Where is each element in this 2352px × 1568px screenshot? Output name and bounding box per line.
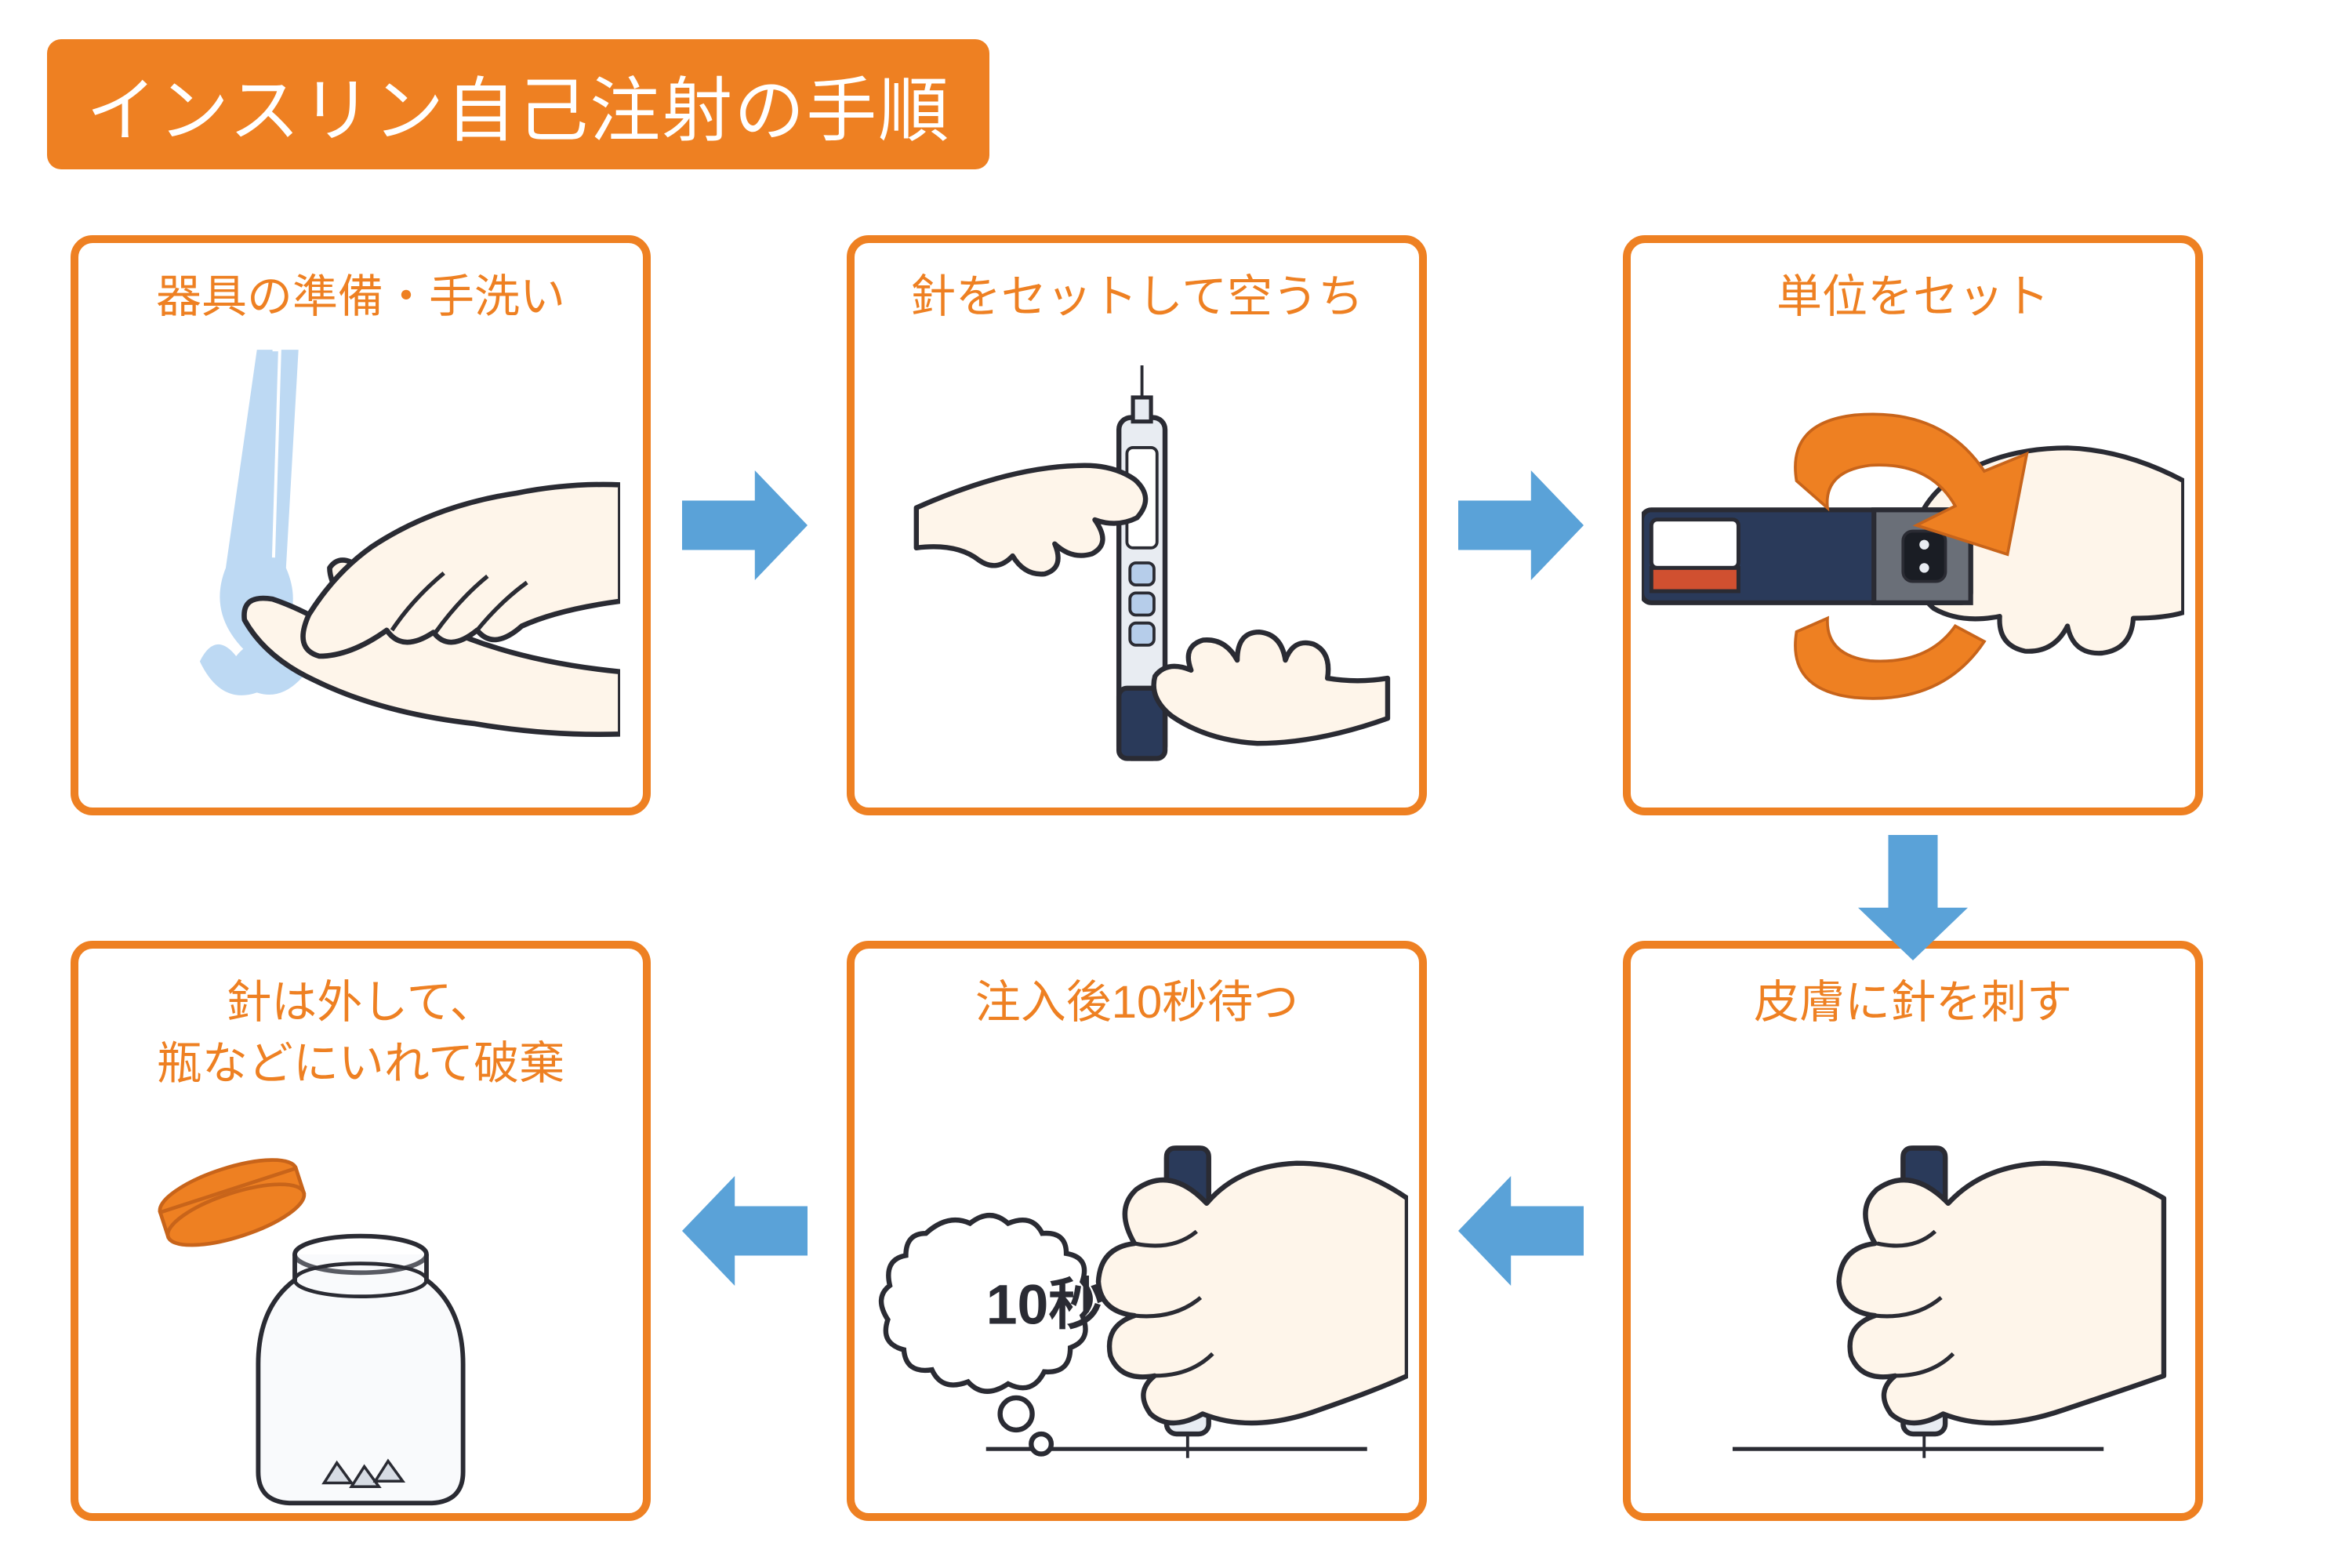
page-title-text: インスリン自己注射の手順	[86, 72, 950, 151]
step-label-3: 単位をセット	[1777, 267, 2049, 328]
step-box-2: 針をセットして空うち	[847, 235, 1427, 815]
step-box-5: 注入後10秒待つ 10秒	[847, 941, 1427, 1521]
step-box-3: 単位をセット	[1623, 235, 2203, 815]
step-label-2: 針をセットして空うち	[910, 267, 1363, 328]
step-box-6: 針は外して、瓶などにいれて破棄	[71, 941, 651, 1521]
illus-wait10: 10秒	[855, 1033, 1419, 1513]
arrow-5-6	[682, 1176, 808, 1290]
illus-set-needle	[855, 328, 1419, 808]
arrow-3-4	[1858, 835, 1968, 964]
arrow-4-5	[1458, 1176, 1584, 1290]
step-label-4: 皮膚に針を刺す	[1754, 972, 2072, 1033]
illus-handwash	[78, 328, 643, 808]
arrow-1-2	[682, 470, 808, 584]
step-box-1: 器具の準備・手洗い	[71, 235, 651, 815]
page-title-banner: インスリン自己注射の手順	[47, 39, 989, 169]
illus-inject	[1631, 1033, 2195, 1513]
step-label-5: 注入後10秒待つ	[975, 972, 1299, 1033]
illus-set-dose	[1631, 328, 2195, 808]
arrow-2-3	[1458, 470, 1584, 584]
step-box-4: 皮膚に針を刺す	[1623, 941, 2203, 1521]
step-label-6: 針は外して、瓶などにいれて破棄	[157, 972, 564, 1095]
bubble-text: 10秒	[986, 1273, 1105, 1336]
illus-dispose	[78, 1095, 643, 1542]
step-label-1: 器具の準備・手洗い	[156, 267, 565, 328]
